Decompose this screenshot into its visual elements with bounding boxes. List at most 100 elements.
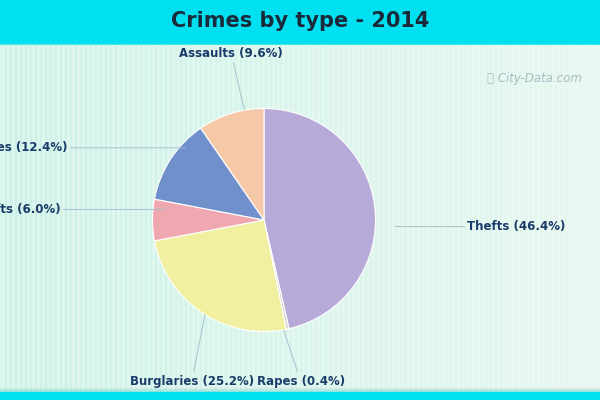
Bar [230, 42, 236, 392]
Bar [330, 42, 335, 392]
Bar [0, 83, 600, 386]
Bar [400, 42, 406, 392]
Text: ⓘ City-Data.com: ⓘ City-Data.com [487, 72, 582, 85]
Bar [165, 42, 170, 392]
Bar [0, 331, 600, 388]
Bar [465, 42, 470, 392]
Bar [0, 223, 600, 387]
Bar [0, 308, 600, 388]
Bar [0, 60, 600, 386]
Bar [160, 42, 166, 392]
Bar [0, 92, 600, 386]
Bar [0, 258, 600, 388]
Bar [0, 74, 600, 386]
Bar [0, 80, 600, 386]
Bar [0, 217, 600, 387]
Bar [0, 62, 600, 386]
Bar [0, 369, 600, 388]
Bar [525, 42, 530, 392]
Bar [340, 42, 346, 392]
Bar [0, 342, 600, 388]
Bar [360, 42, 365, 392]
Bar [0, 176, 600, 387]
Bar [0, 238, 600, 387]
Bar [445, 42, 451, 392]
Bar [595, 42, 600, 392]
Bar [0, 121, 600, 386]
Bar [0, 106, 600, 386]
Bar [130, 42, 136, 392]
Bar [540, 42, 545, 392]
Bar [370, 42, 376, 392]
Bar [0, 313, 600, 388]
Bar [0, 322, 600, 388]
Text: Robberies (12.4%): Robberies (12.4%) [0, 141, 185, 154]
Bar [0, 246, 600, 388]
Wedge shape [152, 199, 264, 241]
Bar [495, 42, 500, 392]
Bar [170, 42, 176, 392]
Bar [0, 194, 600, 387]
Bar [110, 42, 116, 392]
Bar [0, 255, 600, 388]
Bar [0, 383, 600, 389]
Bar [260, 42, 266, 392]
Bar [55, 42, 61, 392]
Bar [0, 360, 600, 388]
Bar [80, 42, 86, 392]
Bar [0, 299, 600, 388]
Text: Crimes by type - 2014: Crimes by type - 2014 [171, 11, 429, 31]
Bar [210, 42, 215, 392]
Bar [0, 389, 600, 392]
Bar [440, 42, 446, 392]
Bar [280, 42, 286, 392]
Bar [85, 42, 91, 392]
Bar [455, 42, 461, 392]
Text: Auto thefts (6.0%): Auto thefts (6.0%) [0, 203, 164, 216]
Bar [575, 42, 581, 392]
Bar [530, 42, 536, 392]
Bar [220, 42, 226, 392]
Bar [180, 42, 185, 392]
Bar [175, 42, 181, 392]
Bar [385, 42, 391, 392]
Bar [410, 42, 416, 392]
Bar [0, 124, 600, 386]
Bar [430, 42, 436, 392]
Bar [0, 164, 600, 387]
Wedge shape [264, 220, 289, 329]
Bar [265, 42, 271, 392]
Bar [285, 42, 290, 392]
Bar [325, 42, 331, 392]
Bar [0, 354, 600, 388]
Bar [0, 334, 600, 388]
Bar [0, 366, 600, 388]
Bar [0, 68, 600, 386]
Bar [50, 42, 56, 392]
Wedge shape [154, 220, 286, 332]
Bar [405, 42, 410, 392]
Bar [0, 252, 600, 388]
Bar [5, 42, 11, 392]
Bar [395, 42, 401, 392]
Bar [0, 266, 600, 388]
Bar [310, 42, 316, 392]
Bar [0, 220, 600, 387]
Bar [0, 130, 600, 386]
Bar [205, 42, 211, 392]
Bar [235, 42, 241, 392]
Bar [535, 42, 541, 392]
Bar [0, 284, 600, 388]
Bar [155, 42, 161, 392]
Bar [0, 302, 600, 388]
Bar [0, 159, 600, 387]
Bar [0, 319, 600, 388]
Bar [0, 138, 600, 386]
Bar [0, 205, 600, 387]
Bar [270, 42, 275, 392]
Bar [555, 42, 560, 392]
Bar [500, 42, 506, 392]
Bar [20, 42, 26, 392]
Bar [0, 278, 600, 388]
Bar [0, 126, 600, 386]
